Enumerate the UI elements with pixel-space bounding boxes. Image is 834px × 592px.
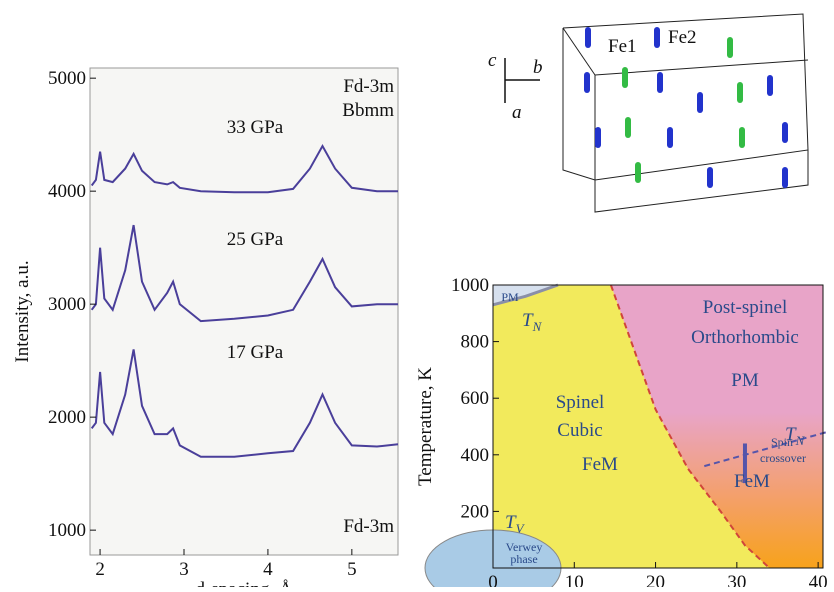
y-tick-label: 200 [461, 501, 490, 522]
phase-label: Bbmm [342, 100, 394, 121]
x-axis-label: d-spacing, Å [195, 579, 292, 587]
phase-boundary [609, 284, 771, 569]
phase-boundary [492, 283, 559, 307]
symbol-label: TN [785, 424, 806, 448]
symbol-sub: N [795, 433, 806, 448]
cell-edge [562, 27, 596, 76]
y-tick-label: 3000 [48, 294, 86, 315]
y-tick-label: 400 [461, 445, 490, 466]
atom-label: Fe1 [608, 36, 637, 57]
region-label: FeM [582, 454, 618, 475]
x-tick-label: 5 [347, 559, 357, 580]
y-tick-label: 800 [461, 332, 490, 353]
y-tick-label: 4000 [48, 181, 86, 202]
plot-frame [492, 284, 824, 569]
x-tick-label: 20 [646, 572, 665, 587]
phase-label: Fd-3m [343, 76, 394, 97]
axis-label: c [488, 50, 497, 71]
series-label: 25 GPa [227, 229, 284, 250]
x-tick-label: 2 [95, 559, 105, 580]
y-tick-label: 1000 [48, 520, 86, 541]
x-tick-label: 0 [488, 572, 498, 587]
atom-label: Fe2 [668, 27, 697, 48]
region-label: Spin [771, 435, 793, 449]
y-tick-label: 600 [461, 388, 490, 409]
y-tick-label: 1000 [451, 275, 489, 296]
symbol-main: T [522, 310, 534, 331]
x-tick-label: 10 [565, 572, 584, 587]
axis-label: a [512, 102, 522, 123]
y-tick-label: 2000 [48, 407, 86, 428]
region-label: Verwey [506, 540, 543, 554]
region-label: FeM [734, 471, 770, 492]
series-label: 17 GPa [227, 342, 284, 363]
symbol-sub: V [516, 521, 526, 536]
symbol-sub: N [532, 319, 543, 334]
fit-curve [90, 143, 398, 194]
x-tick-label: 4 [263, 559, 273, 580]
region-label: PM [501, 290, 519, 304]
phase-boundary [704, 431, 827, 468]
cell-edge [594, 59, 809, 76]
symbol-label: TN [522, 310, 543, 334]
y-axis-label: Temperature, K [415, 367, 436, 486]
axes-triad [504, 58, 540, 103]
y-tick-label: 5000 [48, 68, 86, 89]
region-label: crossover [760, 451, 806, 465]
atoms [584, 27, 788, 188]
region-label: Orthorhombic [691, 327, 799, 348]
phase-label: Fd-3m [343, 516, 394, 537]
axis-label: b [533, 57, 543, 78]
x-tick-label: 3 [179, 559, 189, 580]
symbol-label: TV [505, 512, 526, 536]
fit-curve [90, 224, 398, 323]
cell-edge [594, 150, 809, 213]
symbol-main: T [785, 424, 797, 445]
region-label: Cubic [557, 420, 602, 441]
region-spinel [493, 285, 770, 568]
x-tick-label: 40 [809, 572, 828, 587]
region-label: PM [731, 370, 759, 391]
region-label: Spinel [556, 392, 605, 413]
region-label: Post-spinel [703, 297, 787, 318]
y-axis-label: Intensity, a.u. [12, 260, 33, 362]
x-tick-label: 30 [727, 572, 746, 587]
fit-curve [90, 349, 399, 458]
plot-background [89, 67, 399, 556]
region-label: phase [510, 552, 537, 566]
symbol-main: T [505, 512, 517, 533]
series-label: 33 GPa [227, 117, 284, 138]
